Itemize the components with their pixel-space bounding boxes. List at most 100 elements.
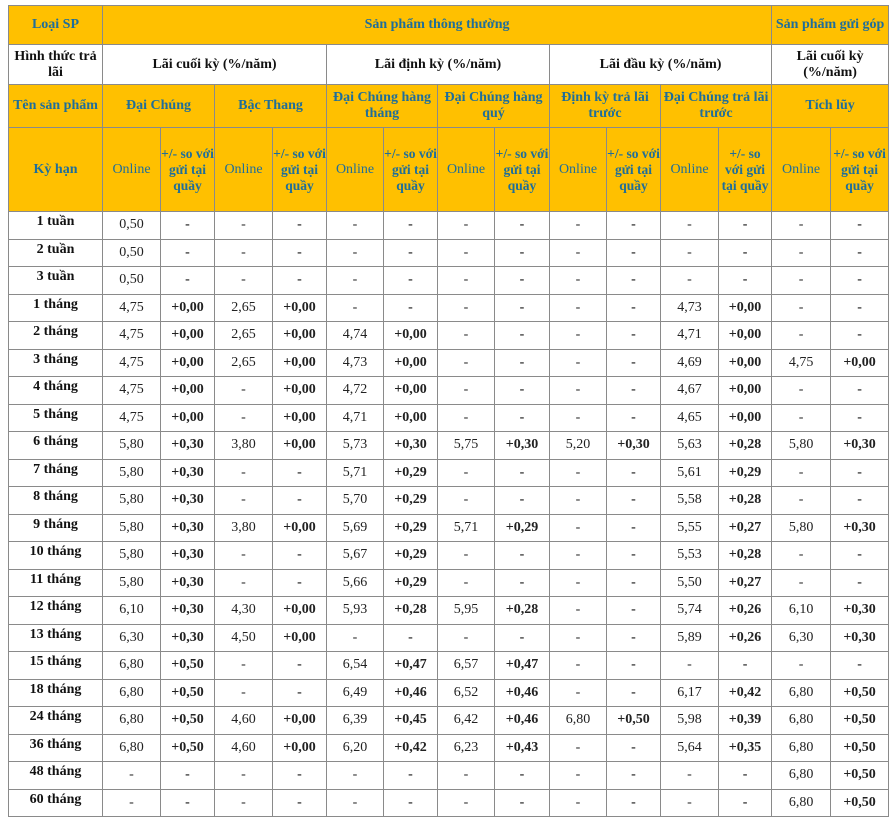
online-rate-cell: 2,65	[214, 293, 273, 322]
diff-rate-cell: -	[606, 568, 661, 597]
diff-rate-cell: +0,30	[160, 568, 215, 597]
table-row: 4 tháng 4,75 +0,00- +0,00 4,72 +0,00- - - -4,67 +…	[8, 376, 890, 405]
diff-rate-cell: -	[383, 788, 438, 817]
online-rate-cell: -	[660, 651, 719, 680]
term-cell: 36 tháng	[8, 733, 103, 762]
table-row: 18 tháng 6,80 +0,50- -6,49 +0,46 6,52 +0,46- -6…	[8, 678, 890, 707]
diff-rate-cell: -	[717, 788, 773, 817]
online-rate-cell: -	[437, 403, 495, 432]
online-rate-cell: -	[771, 403, 832, 432]
diff-rate-cell: +0,00	[160, 321, 215, 350]
online-rate-cell: -	[549, 238, 607, 267]
online-rate-cell: -	[549, 733, 607, 762]
diff-rate-cell: -	[830, 238, 890, 267]
diff-rate-cell: -	[160, 238, 215, 267]
diff-rate-cell: +0,00	[272, 623, 327, 652]
diff-rate-cell: -	[717, 211, 773, 240]
diff-rate-cell: +0,00	[717, 376, 773, 405]
diff-rate-cell: -	[606, 651, 661, 680]
online-column-header: Online	[437, 127, 495, 212]
table-row: 1 tuần 0,50- - - - - - - - - - - - -	[8, 211, 890, 240]
diff-column-header: +/- so với gửi tại quầy	[606, 127, 661, 212]
diff-rate-cell: +0,30	[160, 513, 215, 542]
online-rate-cell: 5,80	[102, 431, 161, 460]
online-rate-cell: -	[214, 541, 273, 570]
diff-rate-cell: +0,29	[717, 458, 773, 487]
online-rate-cell: 6,20	[326, 733, 384, 762]
lai-cuoi-ky-gg-header: Lãi cuối kỳ (%/năm)	[771, 44, 890, 85]
online-rate-cell: 5,71	[437, 513, 495, 542]
online-rate-cell: 5,63	[660, 431, 719, 460]
online-rate-cell: -	[437, 348, 495, 377]
diff-rate-cell: -	[160, 266, 215, 295]
diff-rate-cell: -	[494, 788, 550, 817]
diff-rate-cell: +0,43	[494, 733, 550, 762]
online-rate-cell: 5,80	[102, 486, 161, 515]
online-rate-cell: 6,10	[771, 596, 832, 625]
online-rate-cell: -	[437, 376, 495, 405]
online-rate-cell: -	[437, 541, 495, 570]
online-rate-cell: -	[549, 321, 607, 350]
online-rate-cell: 4,50	[214, 623, 273, 652]
diff-rate-cell: +0,46	[494, 706, 550, 735]
diff-rate-cell: +0,26	[717, 596, 773, 625]
online-column-header: Online	[660, 127, 719, 212]
online-rate-cell: 4,65	[660, 403, 719, 432]
diff-rate-cell: +0,30	[606, 431, 661, 460]
online-rate-cell: 5,69	[326, 513, 384, 542]
online-rate-cell: -	[437, 293, 495, 322]
diff-rate-cell: +0,28	[717, 486, 773, 515]
online-rate-cell: 5,93	[326, 596, 384, 625]
online-rate-cell: -	[549, 761, 607, 790]
diff-rate-cell: -	[494, 458, 550, 487]
diff-rate-cell: -	[606, 458, 661, 487]
diff-rate-cell: +0,00	[717, 321, 773, 350]
table-row: 2 tháng 4,75 +0,00 2,65 +0,00 4,74 +0,00- - - -4,…	[8, 321, 890, 350]
online-rate-cell: -	[214, 458, 273, 487]
online-rate-cell: 4,75	[102, 348, 161, 377]
online-rate-cell: 5,64	[660, 733, 719, 762]
online-rate-cell: -	[549, 211, 607, 240]
online-rate-cell: 0,50	[102, 211, 161, 240]
diff-rate-cell: -	[383, 211, 438, 240]
online-rate-cell: -	[771, 376, 832, 405]
diff-rate-cell: -	[272, 678, 327, 707]
diff-rate-cell: +0,45	[383, 706, 438, 735]
diff-rate-cell: +0,00	[383, 403, 438, 432]
online-rate-cell: -	[771, 541, 832, 570]
ky-han-label: Kỳ hạn	[8, 127, 103, 212]
diff-rate-cell: -	[830, 458, 890, 487]
diff-rate-cell: -	[272, 761, 327, 790]
diff-rate-cell: -	[717, 266, 773, 295]
diff-rate-cell: -	[606, 348, 661, 377]
diff-rate-cell: -	[272, 651, 327, 680]
online-column-header: Online	[549, 127, 607, 212]
product-header: Đại Chúng	[102, 84, 215, 128]
product-header: Tích lũy	[771, 84, 890, 128]
diff-rate-cell: -	[272, 266, 327, 295]
online-rate-cell: 6,30	[771, 623, 832, 652]
diff-rate-cell: +0,30	[830, 513, 890, 542]
term-cell: 5 tháng	[8, 403, 103, 432]
online-rate-cell: 6,57	[437, 651, 495, 680]
online-rate-cell: -	[214, 486, 273, 515]
diff-rate-cell: +0,00	[717, 293, 773, 322]
diff-rate-cell: +0,35	[717, 733, 773, 762]
diff-rate-cell: -	[717, 238, 773, 267]
online-rate-cell: 4,73	[660, 293, 719, 322]
online-rate-cell: -	[214, 568, 273, 597]
diff-rate-cell: -	[494, 403, 550, 432]
diff-rate-cell: +0,46	[494, 678, 550, 707]
diff-rate-cell: +0,50	[830, 706, 890, 735]
online-rate-cell: 6,52	[437, 678, 495, 707]
diff-rate-cell: +0,30	[160, 486, 215, 515]
product-header: Định kỳ trả lãi trước	[549, 84, 661, 128]
diff-rate-cell: +0,30	[160, 458, 215, 487]
online-rate-cell: -	[326, 238, 384, 267]
online-rate-cell: -	[214, 651, 273, 680]
online-rate-cell: -	[437, 623, 495, 652]
online-rate-cell: 5,66	[326, 568, 384, 597]
diff-rate-cell: -	[383, 761, 438, 790]
diff-rate-cell: +0,00	[383, 321, 438, 350]
diff-rate-cell: -	[494, 568, 550, 597]
